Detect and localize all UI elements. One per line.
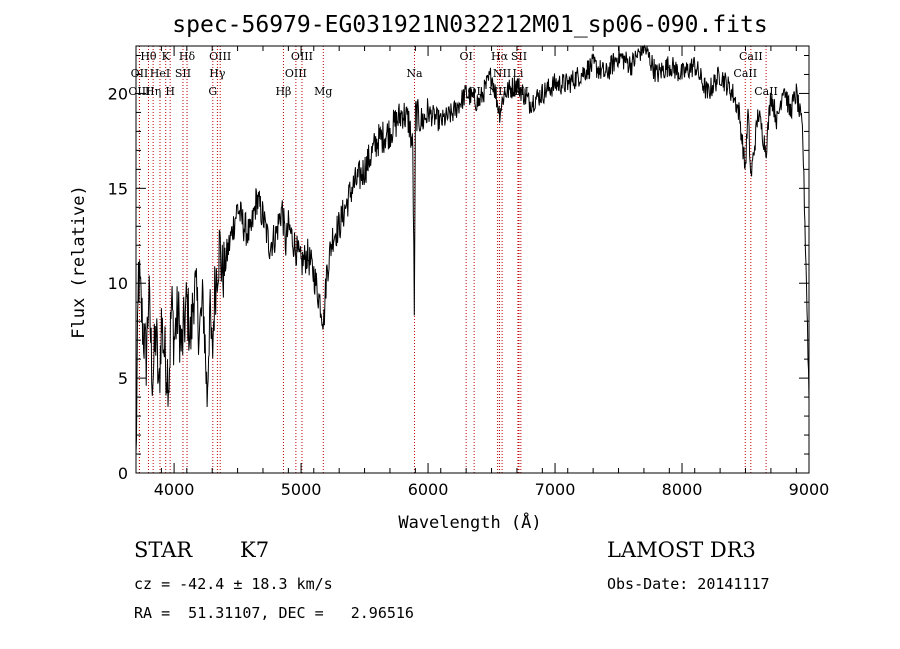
line-marker-label: H (165, 85, 175, 98)
line-marker-label: HeI (150, 67, 170, 80)
line-marker-label: Hη (145, 85, 161, 98)
y-tick-label: 10 (108, 274, 128, 293)
x-tick-label: 6000 (408, 480, 449, 499)
line-marker-label: K (162, 50, 171, 63)
x-tick-label: 4000 (154, 480, 195, 499)
y-tick-label: 5 (118, 369, 128, 388)
line-marker-label: Hγ (209, 67, 226, 80)
line-marker-label: OIII (128, 85, 150, 98)
spectrum-line-0 (135, 44, 810, 453)
line-marker-label: Na (406, 67, 423, 80)
axis-ticks: 4000 5000 6000 7000 8000 9000 0 5 10 15 20 (108, 46, 830, 499)
x-tick-label: 9000 (789, 480, 830, 499)
y-tick-label: 15 (108, 179, 128, 198)
x-tick-label: 5000 (281, 480, 322, 499)
spectrum-series (135, 44, 810, 453)
line-marker-label: Mg (314, 85, 332, 98)
plot-frame (135, 45, 810, 474)
line-marker-label: SII (511, 50, 527, 63)
x-axis-label: Wavelength (Å) (398, 511, 541, 533)
line-marker-label: Hβ (275, 85, 291, 98)
line-marker-label: Li (513, 67, 524, 80)
line-marker-label: OIII (285, 67, 307, 80)
object-subclass: K7 (240, 538, 270, 562)
y-tick-label: 20 (108, 84, 128, 103)
y-axis-label: Flux (relative) (69, 185, 89, 339)
coordinates: RA = 51.31107, DEC = 2.96516 (134, 604, 414, 622)
obs-date: Obs-Date: 20141117 (607, 575, 770, 593)
x-tick-label: 7000 (535, 480, 576, 499)
line-marker-label: SII (175, 67, 191, 80)
redshift-value: cz = -42.4 ± 18.3 km/s (134, 575, 333, 593)
line-marker-label: CaII (754, 85, 778, 98)
x-tick-label: 8000 (662, 480, 703, 499)
line-marker-label: CaII (739, 50, 763, 63)
chart-title: spec-56979-EG031921N032212M01_sp06-090.f… (172, 12, 767, 38)
line-marker-label: OI (459, 50, 472, 63)
line-marker-label: Hα (491, 50, 509, 63)
line-marker-label: Hθ (140, 50, 157, 63)
line-marker-label: G (208, 85, 217, 98)
line-marker-label: NII (493, 67, 511, 80)
line-marker-label: CaII (733, 67, 757, 80)
line-marker-label: OIII (209, 50, 231, 63)
object-class: STAR (134, 538, 193, 562)
y-tick-label: 0 (118, 464, 128, 483)
line-marker-label: OIII (291, 50, 313, 63)
line-marker-label: Hδ (179, 50, 196, 63)
survey-name: LAMOST DR3 (607, 538, 756, 562)
